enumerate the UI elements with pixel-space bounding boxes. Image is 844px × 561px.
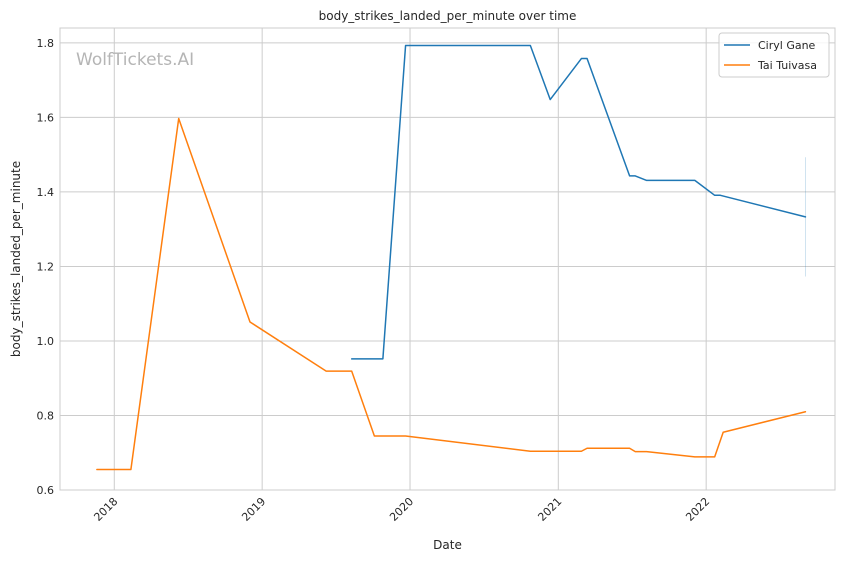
y-tick-label: 0.6 <box>37 484 55 497</box>
grid <box>60 28 835 491</box>
y-axis-label: body_strikes_landed_per_minute <box>9 161 23 357</box>
y-axis-ticks: 0.6 0.8 1.0 1.2 1.4 1.6 1.8 <box>37 37 55 497</box>
series-line-tai-tuivasa <box>96 117 807 471</box>
y-tick-label: 1.0 <box>37 335 55 348</box>
watermark: WolfTickets.AI <box>76 50 194 70</box>
plot-frame <box>59 27 836 491</box>
y-tick-label: 1.4 <box>37 186 55 199</box>
legend: Ciryl Gane Tai Tuivasa <box>718 32 830 78</box>
series-layer <box>96 44 807 471</box>
series-line-ciryl-gane <box>350 44 807 360</box>
y-tick-label: 1.6 <box>37 111 55 124</box>
plot-area <box>59 27 836 491</box>
chart-title: body_strikes_landed_per_minute over time <box>319 9 577 23</box>
legend-box <box>718 32 830 78</box>
legend-label-ciryl-gane: Ciryl Gane <box>758 39 816 52</box>
y-tick-label: 0.8 <box>37 409 55 422</box>
y-tick-label: 1.2 <box>37 260 55 273</box>
plot-background <box>60 28 835 490</box>
x-axis-label: Date <box>433 538 462 552</box>
legend-label-tai-tuivasa: Tai Tuivasa <box>757 59 817 72</box>
y-tick-label: 1.8 <box>37 37 55 50</box>
